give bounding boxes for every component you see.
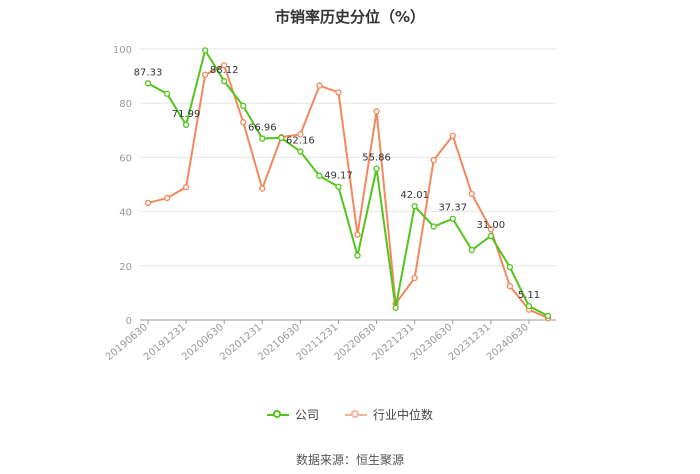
data-point bbox=[506, 282, 514, 290]
data-label: 49.17 bbox=[324, 171, 353, 182]
data-point bbox=[201, 47, 209, 54]
data-point bbox=[487, 226, 495, 233]
data-point bbox=[449, 215, 456, 222]
data-point bbox=[144, 199, 152, 207]
data-point bbox=[506, 264, 514, 271]
data-point bbox=[163, 194, 171, 202]
data-point bbox=[316, 172, 323, 179]
data-point bbox=[354, 252, 361, 259]
data-label: 55.86 bbox=[362, 153, 391, 164]
data-label: 37.37 bbox=[438, 203, 467, 214]
data-point bbox=[335, 183, 342, 190]
chart-title: 市销率历史分位（%） bbox=[274, 8, 426, 26]
data-point bbox=[297, 148, 304, 155]
data-point bbox=[411, 203, 418, 210]
y-tick-label: 0 bbox=[126, 316, 132, 327]
y-tick-label: 80 bbox=[119, 99, 132, 110]
data-point bbox=[392, 304, 399, 311]
data-point bbox=[259, 135, 266, 142]
data-point bbox=[468, 190, 475, 198]
data-point bbox=[182, 121, 190, 129]
data-point bbox=[221, 78, 228, 85]
data-point bbox=[525, 303, 533, 310]
legend-item-industry[interactable]: 行业中位数 bbox=[345, 406, 433, 423]
data-point bbox=[335, 89, 342, 96]
data-point bbox=[221, 62, 228, 69]
data-label: 31.00 bbox=[477, 220, 506, 231]
legend-company-marker-icon bbox=[266, 409, 289, 421]
data-point bbox=[373, 108, 380, 115]
data-label: 87.33 bbox=[134, 67, 163, 78]
legend-item-company[interactable]: 公司 bbox=[266, 406, 319, 423]
data-point bbox=[240, 102, 247, 110]
data-label: 71.99 bbox=[172, 109, 201, 120]
data-point bbox=[468, 246, 475, 254]
series-line bbox=[147, 63, 549, 320]
data-label: 5.11 bbox=[518, 290, 540, 301]
data-point bbox=[144, 80, 152, 87]
data-point bbox=[201, 71, 209, 78]
line-chart: 0204060801002019063020191231202006302020… bbox=[104, 45, 556, 363]
y-tick-label: 60 bbox=[119, 153, 132, 164]
data-source: 数据来源：恒生聚源 bbox=[295, 453, 404, 467]
data-point bbox=[487, 232, 495, 240]
data-point bbox=[411, 274, 418, 282]
legend-company-label: 公司 bbox=[294, 408, 319, 422]
data-point bbox=[259, 185, 266, 192]
legend-industry-label: 行业中位数 bbox=[373, 408, 434, 422]
data-label: 66.96 bbox=[248, 123, 277, 134]
y-tick-label: 100 bbox=[113, 45, 132, 56]
data-point bbox=[316, 82, 323, 89]
data-label: 62.16 bbox=[286, 136, 315, 147]
y-tick-label: 20 bbox=[119, 262, 132, 273]
y-tick-label: 40 bbox=[119, 208, 132, 219]
data-point bbox=[430, 156, 437, 164]
data-point bbox=[297, 131, 304, 138]
data-point bbox=[182, 184, 190, 191]
data-point bbox=[278, 134, 285, 142]
data-point bbox=[430, 223, 437, 230]
series-line bbox=[147, 47, 549, 317]
data-point bbox=[373, 165, 380, 172]
data-label: 88.12 bbox=[210, 65, 239, 76]
data-point bbox=[240, 119, 247, 126]
data-label: 42.01 bbox=[400, 190, 429, 201]
legend-industry-marker-icon bbox=[345, 409, 367, 421]
data-point bbox=[544, 312, 552, 320]
x-tick-label: 20240630 bbox=[485, 322, 531, 363]
data-point bbox=[163, 90, 171, 97]
data-point bbox=[449, 132, 456, 139]
data-point bbox=[354, 231, 361, 238]
chart-legend: 公司 行业中位数 bbox=[0, 406, 700, 423]
